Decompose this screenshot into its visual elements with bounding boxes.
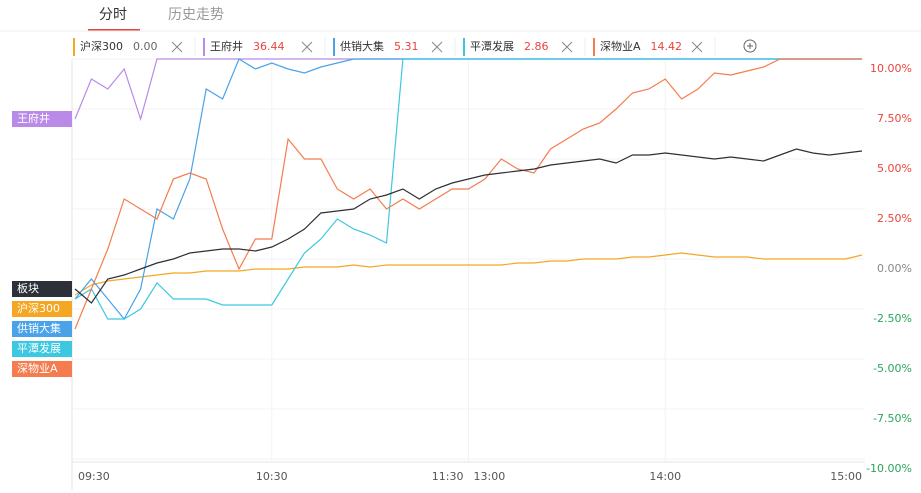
series-tag-label: 深物业A xyxy=(17,361,58,375)
legend-name: 深物业A xyxy=(600,39,641,53)
series-tag xyxy=(12,111,72,127)
series-tag xyxy=(12,281,72,297)
legend-close[interactable] xyxy=(691,41,703,53)
tab[interactable]: 历史走势 xyxy=(168,7,224,23)
close-stroke xyxy=(171,41,183,53)
legend-swatch xyxy=(203,38,205,56)
close-stroke xyxy=(431,41,443,53)
series-line xyxy=(74,148,863,304)
legend-price: 2.86 xyxy=(524,40,549,53)
x-tick-label: 13:00 xyxy=(474,470,506,483)
series-tag-label: 沪深300 xyxy=(17,301,60,315)
series-tag-label: 王府井 xyxy=(17,111,50,125)
close-stroke xyxy=(301,41,313,53)
series-line xyxy=(74,58,862,330)
add-button[interactable] xyxy=(743,39,757,53)
x-tick-label: 09:30 xyxy=(78,470,110,483)
legend-swatch xyxy=(73,38,75,56)
y-tick-label: -10.00% xyxy=(866,462,912,475)
legend-price: 5.31 xyxy=(394,40,419,53)
legend-item[interactable]: 沪深300 0.00 xyxy=(73,38,196,56)
series-line xyxy=(74,58,862,320)
series-tag xyxy=(12,321,72,337)
series-tag xyxy=(12,361,72,377)
legend-item[interactable]: 王府井 36.44 xyxy=(203,38,326,56)
y-tick-label: 10.00% xyxy=(870,62,912,75)
legend-item[interactable]: 供销大集 5.31 xyxy=(333,38,456,56)
legend-name: 沪深300 xyxy=(80,39,123,53)
legend-price: 0.00 xyxy=(133,40,158,53)
legend-price: 36.44 xyxy=(253,40,285,53)
legend-price: 14.42 xyxy=(651,40,683,53)
legend-name: 平潭发展 xyxy=(470,39,514,53)
series-tag xyxy=(12,301,72,317)
y-tick-label: 2.50% xyxy=(877,212,912,225)
y-tick-label: 5.00% xyxy=(877,162,912,175)
y-tick-label: 0.00% xyxy=(877,262,912,275)
tab-active[interactable]: 分时 xyxy=(99,7,127,23)
series-tag-label: 板块 xyxy=(17,281,39,295)
legend-item[interactable]: 深物业A 14.42 xyxy=(593,38,716,56)
y-tick-label: -5.00% xyxy=(873,362,912,375)
legend-swatch xyxy=(333,38,335,56)
x-tick-label: 15:00 xyxy=(830,470,862,483)
legend-name: 王府井 xyxy=(210,39,243,53)
legend-close[interactable] xyxy=(171,41,183,53)
x-tick-label: 10:30 xyxy=(256,470,288,483)
legend-swatch xyxy=(463,38,465,56)
y-tick-label: -7.50% xyxy=(873,412,912,425)
tab-underline xyxy=(88,29,140,31)
y-tick-label: -2.50% xyxy=(873,312,912,325)
series-tag-label: 平潭发展 xyxy=(17,341,61,355)
x-tick-label: 11:30 xyxy=(432,470,464,483)
legend-item[interactable]: 平潭发展 2.86 xyxy=(463,38,586,56)
x-tick-label: 14:00 xyxy=(649,470,681,483)
legend-close[interactable] xyxy=(561,41,573,53)
series-tag-label: 供销大集 xyxy=(17,321,61,335)
series-line xyxy=(74,252,863,296)
close-stroke xyxy=(561,41,573,53)
y-tick-label: 7.50% xyxy=(877,112,912,125)
legend-close[interactable] xyxy=(431,41,443,53)
close-stroke xyxy=(691,41,703,53)
series-tag xyxy=(12,341,72,357)
legend-name: 供销大集 xyxy=(340,39,384,53)
legend-swatch xyxy=(593,38,595,56)
legend-close[interactable] xyxy=(301,41,313,53)
